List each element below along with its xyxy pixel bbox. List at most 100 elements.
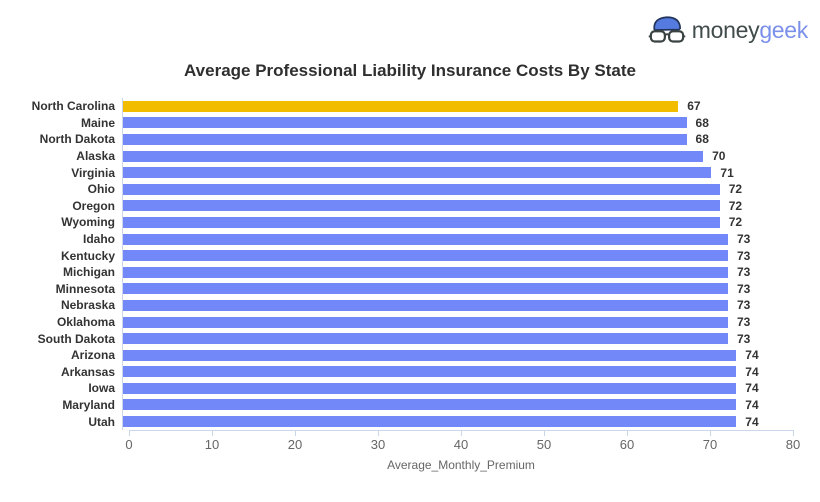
bar[interactable] xyxy=(123,416,737,428)
chart-row: Arizona 74 xyxy=(0,346,820,364)
bar[interactable] xyxy=(123,100,679,112)
chart-row: North Dakota 68 xyxy=(0,131,820,148)
bar[interactable] xyxy=(123,200,720,212)
bar[interactable] xyxy=(123,117,687,129)
chart-row: Virginia 71 xyxy=(0,164,820,181)
value-label: 70 xyxy=(712,149,726,164)
bar[interactable] xyxy=(123,216,720,228)
value-label: 73 xyxy=(736,331,751,346)
bar-track: 72 xyxy=(122,180,786,198)
state-label: Virginia xyxy=(71,165,115,180)
x-tick-label: 50 xyxy=(536,436,552,452)
bar[interactable] xyxy=(123,349,737,361)
moneygeek-face-icon xyxy=(648,16,686,43)
bar-track: 74 xyxy=(122,363,786,381)
x-tick-label: 30 xyxy=(370,436,386,452)
chart-row: Alaska 70 xyxy=(0,147,820,165)
bar[interactable] xyxy=(123,283,728,295)
x-tick-label: 0 xyxy=(125,436,133,452)
bar[interactable] xyxy=(123,150,704,162)
state-label: Maryland xyxy=(62,397,115,412)
bar[interactable] xyxy=(123,316,728,328)
chart-row: Idaho 73 xyxy=(0,230,820,248)
state-label: Kentucky xyxy=(60,248,115,263)
chart-row: Maryland 74 xyxy=(0,396,820,414)
state-label: Oklahoma xyxy=(56,315,115,330)
x-tick-mark xyxy=(544,429,545,436)
chart-row: Minnesota 73 xyxy=(0,280,820,298)
bar-track: 73 xyxy=(122,313,786,331)
bar[interactable] xyxy=(123,382,737,394)
bar-track: 74 xyxy=(122,396,786,414)
x-tick-label: 10 xyxy=(204,436,220,452)
bar[interactable] xyxy=(123,266,728,278)
bar[interactable] xyxy=(123,167,712,179)
moneygeek-logo: moneygeek xyxy=(648,13,808,47)
bar-track: 73 xyxy=(122,263,786,281)
chart-rows: North Carolina 67 Maine 68 North Dakota … xyxy=(0,98,820,430)
value-label: 73 xyxy=(736,281,751,296)
value-label: 73 xyxy=(736,298,751,313)
value-label: 73 xyxy=(736,248,751,263)
bar[interactable] xyxy=(123,233,728,245)
bar-track: 73 xyxy=(122,280,786,298)
bar-track: 73 xyxy=(122,247,786,264)
bar[interactable] xyxy=(123,366,737,378)
chart-row: Oregon 72 xyxy=(0,197,820,215)
x-tick-label: 40 xyxy=(453,436,469,452)
value-label: 68 xyxy=(695,115,709,130)
bar[interactable] xyxy=(123,183,720,195)
bar-track: 74 xyxy=(122,346,786,364)
state-label: South Dakota xyxy=(37,331,115,346)
x-axis-title: Average_Monthly_Premium xyxy=(387,457,535,472)
value-label: 73 xyxy=(736,265,751,280)
bar-track: 72 xyxy=(122,197,786,215)
chart-row: Oklahoma 73 xyxy=(0,313,820,331)
state-label: Oregon xyxy=(72,198,115,213)
state-label: Minnesota xyxy=(55,281,115,296)
bar-track: 71 xyxy=(122,164,786,181)
chart-row: Nebraska 73 xyxy=(0,297,820,314)
state-label: Arizona xyxy=(70,348,115,363)
chart-title: Average Professional Liability Insurance… xyxy=(184,61,636,80)
x-tick-mark xyxy=(378,429,379,436)
chart-row: Wyoming 72 xyxy=(0,214,820,231)
state-label: Arkansas xyxy=(60,364,115,379)
value-label: 67 xyxy=(687,99,701,114)
chart-row: North Carolina 67 xyxy=(0,98,820,115)
bar-track: 67 xyxy=(122,98,786,115)
value-label: 72 xyxy=(728,215,743,230)
state-label: Ohio xyxy=(87,182,115,197)
bar[interactable] xyxy=(123,133,687,145)
value-label: 74 xyxy=(745,348,759,363)
value-label: 73 xyxy=(736,232,751,247)
bar-chart: North Carolina 67 Maine 68 North Dakota … xyxy=(0,98,820,502)
x-tick-mark xyxy=(627,429,628,436)
bar-track: 73 xyxy=(122,297,786,314)
bar[interactable] xyxy=(123,399,737,411)
bar[interactable] xyxy=(123,333,728,345)
x-tick-label: 70 xyxy=(702,436,718,452)
bar-track: 68 xyxy=(122,131,786,148)
state-label: North Carolina xyxy=(31,99,115,114)
logo-text-geek: geek xyxy=(759,16,808,43)
value-label: 74 xyxy=(745,397,759,412)
chart-row: Arkansas 74 xyxy=(0,363,820,381)
x-tick-mark xyxy=(212,429,213,436)
value-label: 74 xyxy=(745,381,759,396)
value-label: 72 xyxy=(728,198,743,213)
chart-row: Maine 68 xyxy=(0,114,820,132)
value-label: 71 xyxy=(720,165,734,180)
x-tick-label: 80 xyxy=(785,436,801,452)
chart-row: Iowa 74 xyxy=(0,380,820,397)
bar-track: 73 xyxy=(122,330,786,347)
x-tick-label: 20 xyxy=(287,436,303,452)
state-label: Alaska xyxy=(76,149,115,164)
bar[interactable] xyxy=(123,299,728,311)
bar[interactable] xyxy=(123,250,728,262)
value-label: 68 xyxy=(695,132,709,147)
bar-track: 73 xyxy=(122,230,786,248)
state-label: Idaho xyxy=(83,232,115,247)
bar-track: 72 xyxy=(122,214,786,231)
chart-row: Michigan 73 xyxy=(0,263,820,281)
